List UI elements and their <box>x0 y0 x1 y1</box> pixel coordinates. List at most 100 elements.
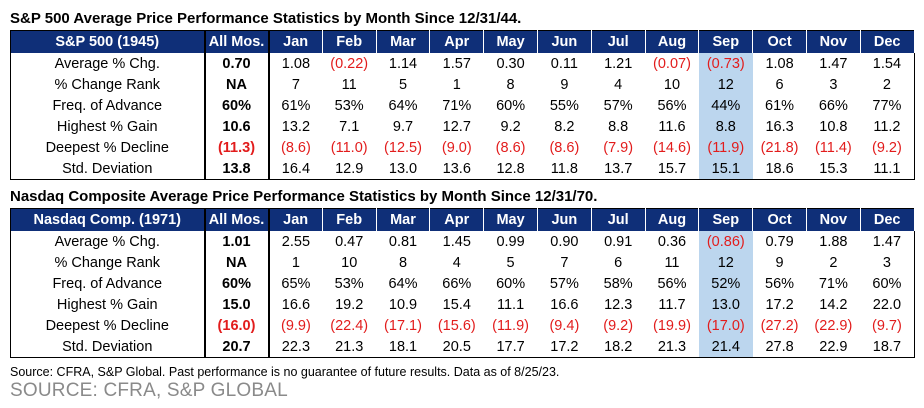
month-cell: (11.9) <box>492 317 529 334</box>
month-cell: 4 <box>614 76 623 93</box>
month-cell: 12 <box>698 252 753 273</box>
month-cell: 1.21 <box>604 55 633 72</box>
all-months-cell: 13.8 <box>203 158 270 180</box>
month-cell: (8.6) <box>549 139 580 156</box>
all-months-cell: 60% <box>203 95 270 116</box>
month-cell: (9.9) <box>280 317 311 334</box>
month-cell: 18.2 <box>604 338 633 355</box>
month-cell: 1.88 <box>819 233 848 250</box>
month-cell: 11.1 <box>873 160 901 177</box>
month-cell: 12.9 <box>335 160 364 177</box>
month-cell: 15.3 <box>819 160 848 177</box>
month-cell: 0.79 <box>765 233 794 250</box>
all-months-cell: (16.0) <box>203 315 270 336</box>
month-cell: 57% <box>603 97 633 114</box>
all-months-header: All Mos. <box>203 30 270 53</box>
month-cell: 10 <box>663 76 681 93</box>
month-cell: 66% <box>818 97 848 114</box>
month-cell: 0.36 <box>657 233 687 250</box>
month-cell: 27.8 <box>765 338 794 355</box>
month-cell: 19.2 <box>335 296 364 313</box>
month-cell: 13.2 <box>281 118 311 135</box>
all-months-cell: 60% <box>203 273 270 294</box>
month-cell: 1.47 <box>872 233 902 250</box>
month-cell: 8.8 <box>608 118 629 135</box>
month-cell: 12.8 <box>496 160 525 177</box>
all-months-cell: 0.70 <box>203 53 270 74</box>
month-cell: (19.9) <box>653 317 691 334</box>
month-header-sep: Sep <box>698 208 754 231</box>
month-header-aug: Aug <box>645 208 700 231</box>
month-header-oct: Oct <box>752 208 807 231</box>
month-cell: 1.54 <box>872 55 902 72</box>
all-months-header: All Mos. <box>203 208 270 231</box>
month-cell: 58% <box>603 275 633 292</box>
month-cell: (15.6) <box>437 317 476 334</box>
month-cell: (17.0) <box>698 315 753 336</box>
month-cell: 2 <box>829 254 838 271</box>
month-cell: 12 <box>698 74 753 95</box>
month-cell: 9 <box>775 254 784 271</box>
month-cell: 8 <box>506 76 515 93</box>
month-cell: 11 <box>664 254 680 271</box>
month-header-apr: Apr <box>429 30 485 53</box>
month-cell: 0.11 <box>550 55 578 72</box>
row-label: Std. Deviation <box>62 338 153 355</box>
month-cell: (22.4) <box>330 317 369 334</box>
month-cell: 60% <box>496 275 526 292</box>
table1-title: S&P 500 Average Price Performance Statis… <box>10 10 522 27</box>
row-label: Freq. of Advance <box>52 97 163 114</box>
month-cell: 14.2 <box>819 296 848 313</box>
month-cell: 64% <box>388 275 418 292</box>
month-cell: 0.81 <box>388 233 418 250</box>
month-cell: 9.7 <box>392 118 414 135</box>
month-cell: 11.7 <box>658 296 686 313</box>
month-cell: 1 <box>452 76 461 93</box>
month-cell: 22.0 <box>872 296 902 313</box>
month-cell: 11.6 <box>658 118 686 135</box>
month-cell: 2 <box>882 76 891 93</box>
month-header-jan: Jan <box>268 208 323 231</box>
month-cell: 6 <box>614 254 623 271</box>
month-cell: 9.2 <box>500 118 521 135</box>
stats-panel: S&P 500 Average Price Performance Statis… <box>10 8 915 382</box>
table-row: Highest % Gain 10.6 13.2 7.1 9.7 12.7 9.2 8.2 8.… <box>11 116 915 137</box>
table-row: % Change Rank NA 1 10 8 4 5 7 6 11 12 9 2 3 <box>11 252 915 273</box>
row-label: Average % Chg. <box>54 55 160 72</box>
all-months-cell: 10.6 <box>203 116 270 137</box>
all-months-cell: 15.0 <box>203 294 270 315</box>
source-caption: SOURCE: CFRA, S&P GLOBAL <box>10 380 288 401</box>
table-row: Deepest % Decline (16.0) (9.9) (22.4) (17.1)… <box>11 315 915 336</box>
all-months-cell: NA <box>203 74 270 95</box>
month-header-aug: Aug <box>645 30 700 53</box>
month-cell: 21.3 <box>657 338 687 355</box>
month-header-nov: Nov <box>806 208 861 231</box>
month-cell: 22.9 <box>819 338 848 355</box>
month-cell: 0.30 <box>496 55 525 72</box>
month-cell: 61% <box>281 97 311 114</box>
month-cell: 10.8 <box>819 118 848 135</box>
table-row: Freq. of Advance 60% 65% 53% 64% 66% 60% 57% 58%… <box>11 273 915 294</box>
month-cell: (0.86) <box>698 231 753 252</box>
sp500-stats-table: S&P 500 (1945) All Mos. Jan Feb Mar Apr May Jun… <box>10 30 915 180</box>
month-cell: 1.47 <box>819 55 848 72</box>
month-cell: (22.9) <box>814 317 853 334</box>
row-label: Deepest % Decline <box>45 317 169 334</box>
month-cell: (14.6) <box>653 139 691 156</box>
month-cell: 57% <box>549 275 579 292</box>
table-row: Average % Chg. 0.70 1.08 (0.22) 1.14 1.57 0.30… <box>11 53 915 74</box>
month-cell: 10.9 <box>388 296 418 313</box>
all-months-cell: (11.3) <box>203 137 270 158</box>
month-cell: 7 <box>291 76 300 93</box>
month-header-feb: Feb <box>322 208 377 231</box>
month-cell: 0.91 <box>604 233 633 250</box>
month-cell: 5 <box>398 76 408 93</box>
month-cell: 13.6 <box>442 160 471 177</box>
table2-title: Nasdaq Composite Average Price Performan… <box>10 188 598 205</box>
month-cell: 11.2 <box>873 118 901 135</box>
month-cell: (17.1) <box>384 317 422 334</box>
row-label: Average % Chg. <box>54 233 160 250</box>
month-header-jul: Jul <box>591 208 646 231</box>
month-header-jan: Jan <box>268 30 323 53</box>
all-months-cell: 20.7 <box>203 336 270 358</box>
